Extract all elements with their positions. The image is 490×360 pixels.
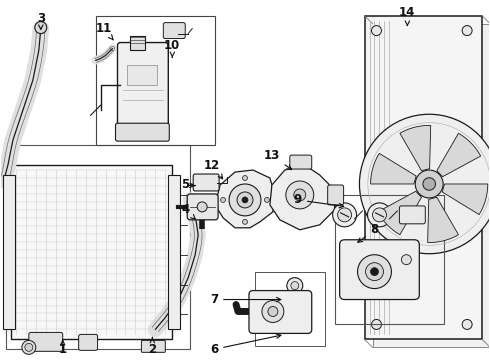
Text: 3: 3	[37, 12, 45, 29]
Circle shape	[262, 301, 284, 323]
Text: 6: 6	[210, 334, 281, 356]
Bar	[168, 175, 180, 329]
Circle shape	[22, 340, 36, 354]
FancyBboxPatch shape	[142, 340, 165, 352]
Circle shape	[462, 26, 472, 36]
Bar	[3, 175, 15, 329]
Text: 2: 2	[148, 337, 156, 356]
Text: 7: 7	[210, 293, 281, 306]
Circle shape	[368, 203, 392, 227]
FancyBboxPatch shape	[193, 174, 219, 191]
Circle shape	[220, 197, 225, 202]
FancyBboxPatch shape	[249, 291, 312, 333]
Circle shape	[366, 263, 384, 280]
Text: 10: 10	[164, 39, 180, 58]
Circle shape	[197, 202, 207, 212]
Polygon shape	[442, 184, 488, 215]
Bar	[11, 165, 172, 339]
Polygon shape	[215, 170, 275, 228]
Circle shape	[35, 22, 47, 33]
Circle shape	[243, 219, 247, 224]
Bar	[96, 15, 215, 145]
Text: 5: 5	[181, 179, 195, 192]
Circle shape	[371, 319, 382, 329]
Text: 11: 11	[96, 22, 113, 40]
FancyBboxPatch shape	[290, 155, 312, 169]
Circle shape	[265, 197, 270, 202]
Circle shape	[415, 170, 443, 198]
Circle shape	[371, 26, 382, 36]
Circle shape	[268, 306, 278, 316]
FancyBboxPatch shape	[116, 123, 169, 141]
Bar	[130, 36, 146, 50]
Bar	[6, 145, 190, 349]
Circle shape	[237, 192, 253, 208]
Text: 13: 13	[264, 149, 292, 170]
Bar	[255, 272, 325, 346]
Polygon shape	[378, 191, 421, 235]
Text: 12: 12	[204, 158, 222, 179]
Bar	[365, 15, 482, 339]
Polygon shape	[437, 133, 481, 177]
Circle shape	[358, 255, 392, 289]
FancyBboxPatch shape	[328, 185, 343, 205]
Circle shape	[287, 278, 303, 293]
Bar	[335, 195, 444, 324]
Circle shape	[333, 203, 357, 227]
Circle shape	[370, 268, 378, 276]
Circle shape	[25, 343, 33, 351]
Circle shape	[462, 319, 472, 329]
Text: 4: 4	[181, 203, 195, 219]
Circle shape	[372, 208, 387, 222]
FancyBboxPatch shape	[163, 23, 185, 39]
Text: 9: 9	[294, 193, 343, 208]
Circle shape	[294, 189, 306, 201]
Bar	[372, 24, 490, 347]
Circle shape	[242, 197, 248, 203]
Circle shape	[286, 181, 314, 209]
Circle shape	[243, 176, 247, 180]
Text: 1: 1	[59, 340, 67, 356]
FancyBboxPatch shape	[399, 206, 425, 224]
Circle shape	[360, 114, 490, 254]
Text: 14: 14	[399, 6, 416, 26]
Polygon shape	[400, 125, 431, 171]
Bar	[127, 66, 157, 85]
Circle shape	[401, 255, 412, 265]
Circle shape	[229, 184, 261, 216]
FancyBboxPatch shape	[29, 332, 63, 351]
Polygon shape	[270, 165, 335, 230]
Polygon shape	[428, 197, 459, 243]
Text: 8: 8	[358, 223, 379, 242]
Polygon shape	[370, 153, 416, 184]
FancyBboxPatch shape	[187, 194, 218, 220]
FancyBboxPatch shape	[78, 334, 98, 350]
FancyBboxPatch shape	[340, 240, 419, 300]
Circle shape	[291, 282, 299, 289]
Circle shape	[423, 178, 436, 190]
Circle shape	[338, 208, 352, 222]
FancyBboxPatch shape	[118, 42, 168, 128]
